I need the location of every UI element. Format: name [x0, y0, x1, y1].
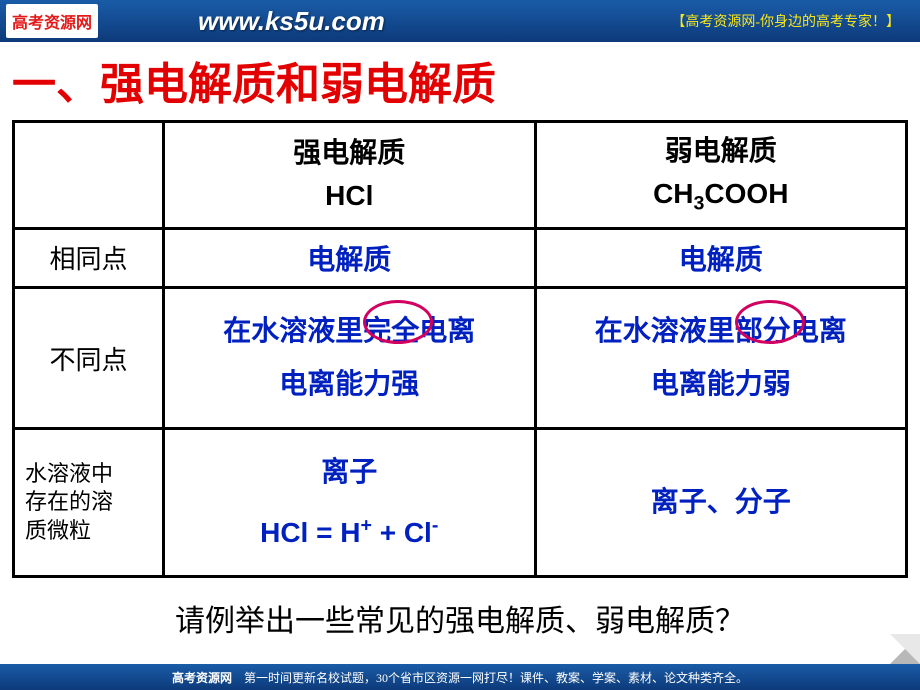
row-label-same: 相同点	[14, 228, 164, 287]
col-header-strong-label: 强电解质	[169, 133, 530, 175]
table-row-diff: 不同点 在水溶液里完全电离 电离能力强 在水溶液里部分电离 电离能力弱	[14, 287, 907, 428]
cell-same-weak: 电解质	[535, 228, 907, 287]
header-bar: 高考资源网 www.ks5u.com 【高考资源网-你身边的高考专家！】	[0, 0, 920, 42]
row-label-particles: 水溶液中 存在的溶 质微粒	[14, 429, 164, 576]
diff-strong-line2: 电离能力强	[169, 358, 530, 411]
cell-diff-weak: 在水溶液里部分电离 电离能力弱	[535, 287, 907, 428]
table-row-particles: 水溶液中 存在的溶 质微粒 离子 HCl = H+ + Cl- 离子、分子	[14, 429, 907, 576]
col-header-weak-formula: CH3COOH	[541, 173, 902, 219]
col-header-strong: 强电解质 HCl	[164, 122, 536, 229]
particles-weak-top: 离子、分子	[541, 476, 902, 529]
footer-logo: 高考资源网	[172, 669, 232, 686]
diff-strong-line1: 在水溶液里完全电离	[223, 305, 475, 358]
footer-text: 第一时间更新名校试题，30个省市区资源一网打尽！课件、教案、学案、素材、论文种类…	[244, 669, 748, 686]
row-label-diff: 不同点	[14, 287, 164, 428]
table-row-same: 相同点 电解质 电解质	[14, 228, 907, 287]
header-logo: 高考资源网	[6, 4, 98, 38]
page-title: 一、强电解质和弱电解质	[0, 42, 920, 120]
col-header-weak-label: 弱电解质	[541, 131, 902, 173]
footer-bar: 高考资源网 第一时间更新名校试题，30个省市区资源一网打尽！课件、教案、学案、素…	[0, 664, 920, 690]
ionization-equation: HCl = H+ + Cl-	[169, 506, 530, 559]
col-header-weak: 弱电解质 CH3COOH	[535, 122, 907, 229]
header-tagline: 【高考资源网-你身边的高考专家！】	[671, 11, 900, 31]
table-header-row: 强电解质 HCl 弱电解质 CH3COOH	[14, 122, 907, 229]
question-text: 请例举出一些常见的强电解质、弱电解质？	[0, 596, 920, 640]
comparison-table-wrap: 强电解质 HCl 弱电解质 CH3COOH 相同点 电解质 电解质 不同点 在水…	[0, 120, 920, 578]
page-fold-icon	[890, 634, 920, 664]
cell-particles-weak: 离子、分子	[535, 429, 907, 576]
cell-same-strong: 电解质	[164, 228, 536, 287]
diff-weak-line2: 电离能力弱	[541, 358, 902, 411]
cell-diff-strong: 在水溶液里完全电离 电离能力强	[164, 287, 536, 428]
comparison-table: 强电解质 HCl 弱电解质 CH3COOH 相同点 电解质 电解质 不同点 在水…	[12, 120, 908, 578]
blank-corner-cell	[14, 122, 164, 229]
col-header-strong-formula: HCl	[169, 175, 530, 217]
diff-weak-line1: 在水溶液里部分电离	[595, 305, 847, 358]
header-url: www.ks5u.com	[198, 6, 385, 37]
cell-particles-strong: 离子 HCl = H+ + Cl-	[164, 429, 536, 576]
particles-strong-top: 离子	[169, 446, 530, 499]
